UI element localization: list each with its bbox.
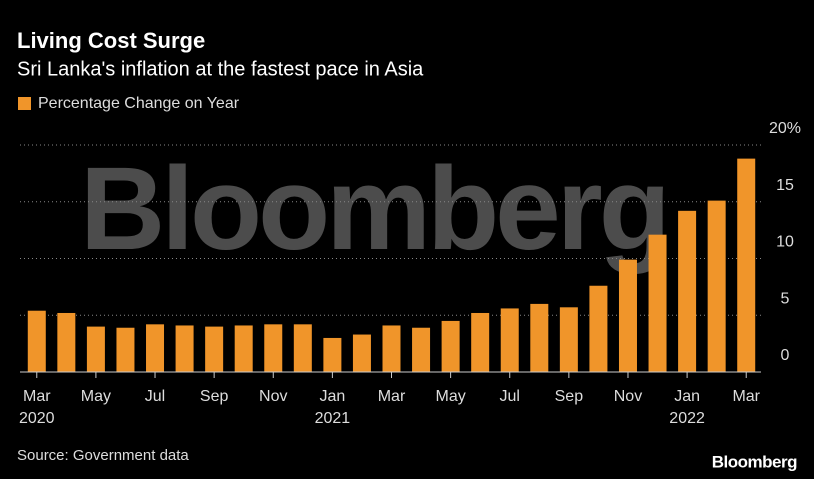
bar [589,285,608,372]
bar [293,324,312,372]
x-tick-label: Jul [500,388,520,405]
x-tick-label: Nov [614,388,642,405]
bar [382,325,401,372]
x-tick-label: Jul [145,388,165,405]
bar [146,324,165,372]
bar [27,310,46,372]
bar [559,307,578,372]
chart-title: Living Cost Surge [17,28,205,53]
y-tick-label: 15 [776,177,794,194]
legend-label: Percentage Change on Year [38,95,240,112]
x-year-label: 2021 [315,410,351,427]
bar [678,210,697,372]
bar [412,327,431,372]
bar [737,158,756,372]
x-tick-label: Mar [378,388,406,405]
legend-swatch [18,97,31,110]
bar [530,303,549,372]
chart-subtitle: Sri Lanka's inflation at the fastest pac… [17,58,424,80]
x-tick-label: Sep [200,388,229,405]
bar [648,234,667,372]
x-tick-label: Mar [732,388,760,405]
bar [175,325,194,372]
bar [500,308,519,372]
x-tick-label: Sep [555,388,584,405]
y-tick-label: 5 [781,290,790,307]
x-year-label: 2020 [19,410,55,427]
watermark: Bloomberg [80,143,667,275]
x-tick-label: Jan [674,388,700,405]
x-tick-label: Nov [259,388,287,405]
x-tick-label: Jan [319,388,345,405]
bar [264,324,283,372]
bar [618,259,637,372]
bar [471,312,490,372]
source: Source: Government data [17,447,189,464]
y-tick-label: 0 [781,347,790,364]
bar [86,326,105,372]
y-tick-label: 20% [769,120,801,137]
bar [707,200,726,372]
bar [234,325,253,372]
bar [116,327,135,372]
x-year-label: 2022 [669,410,705,427]
x-tick-label: May [81,388,111,405]
bar [57,312,76,372]
y-tick-label: 10 [776,234,794,251]
bar [205,326,224,372]
logo: Bloomberg [712,452,797,471]
x-tick-label: May [436,388,466,405]
bar [441,320,460,372]
x-tick-label: Mar [23,388,51,405]
bar [323,337,342,372]
bar [352,334,371,372]
